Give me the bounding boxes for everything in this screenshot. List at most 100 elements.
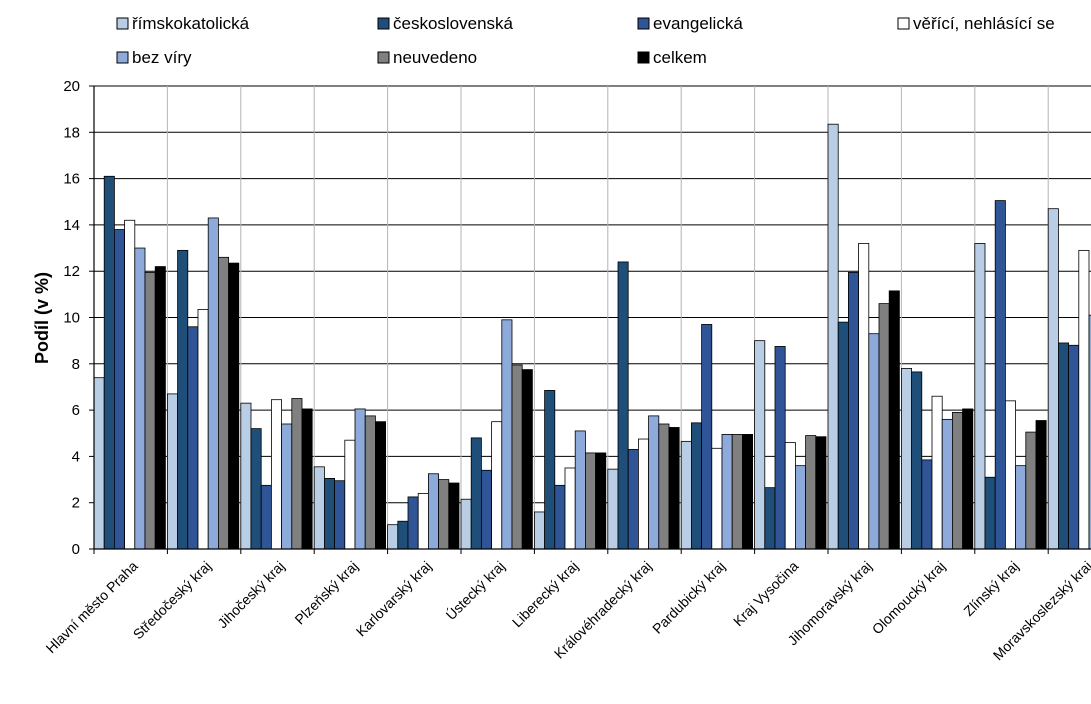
bar bbox=[1078, 249, 1090, 550]
bar bbox=[837, 321, 849, 550]
bar bbox=[1088, 314, 1091, 550]
y-tick-label: 14 bbox=[63, 217, 80, 234]
bar bbox=[774, 346, 786, 550]
legend-label: bez víry bbox=[132, 48, 192, 67]
bar bbox=[228, 262, 240, 550]
bar bbox=[323, 477, 335, 550]
bar bbox=[448, 482, 460, 550]
bar bbox=[534, 511, 546, 550]
y-axis-label: Podíl (v %) bbox=[32, 272, 52, 364]
bar bbox=[962, 408, 974, 550]
bar bbox=[701, 324, 713, 550]
bar bbox=[1035, 420, 1047, 550]
bar bbox=[764, 487, 776, 550]
bar bbox=[544, 390, 556, 550]
bar bbox=[754, 340, 766, 550]
bar bbox=[721, 434, 733, 550]
legend-swatch bbox=[637, 51, 650, 64]
y-tick-label: 10 bbox=[63, 310, 80, 327]
bar bbox=[742, 434, 754, 550]
legend-swatch bbox=[897, 17, 910, 30]
bar bbox=[387, 524, 399, 550]
bar bbox=[1047, 208, 1059, 550]
bar bbox=[827, 123, 839, 550]
bar bbox=[374, 421, 386, 550]
bar bbox=[334, 480, 346, 550]
bar bbox=[260, 484, 272, 550]
bar bbox=[114, 229, 126, 550]
axes bbox=[89, 85, 1091, 554]
x-category-label: Karlovarský kraj bbox=[353, 558, 435, 640]
legend-swatch bbox=[637, 17, 650, 30]
bar bbox=[878, 303, 890, 550]
bar bbox=[627, 449, 639, 550]
bar bbox=[994, 200, 1006, 550]
bar bbox=[901, 368, 913, 550]
bar bbox=[364, 415, 376, 550]
bar bbox=[984, 476, 996, 550]
bar bbox=[281, 423, 293, 550]
bar bbox=[554, 484, 566, 550]
bar bbox=[480, 469, 492, 550]
legend-label: československá bbox=[393, 14, 514, 33]
bar bbox=[911, 371, 923, 550]
bar bbox=[585, 452, 597, 550]
y-tick-label: 2 bbox=[72, 495, 80, 512]
bar bbox=[564, 467, 576, 550]
y-tick-label: 12 bbox=[63, 263, 80, 280]
bar bbox=[941, 418, 953, 550]
bar bbox=[658, 423, 670, 550]
legend-swatch bbox=[377, 17, 390, 30]
legend-swatch bbox=[377, 51, 390, 64]
bar bbox=[595, 452, 607, 550]
legend-swatch bbox=[116, 51, 129, 64]
bar bbox=[784, 442, 796, 550]
bar bbox=[868, 333, 880, 550]
bar bbox=[921, 459, 933, 550]
bar bbox=[511, 364, 523, 550]
bar bbox=[648, 415, 660, 550]
y-tick-label: 8 bbox=[72, 356, 80, 373]
bar bbox=[417, 493, 429, 550]
bar bbox=[177, 249, 189, 550]
y-tick-label: 0 bbox=[72, 541, 80, 558]
x-category-label: Kraj Vysočina bbox=[730, 558, 802, 630]
bar bbox=[805, 435, 817, 550]
x-category-label: Středočeský kraj bbox=[130, 558, 214, 642]
bar bbox=[795, 465, 807, 550]
bar bbox=[134, 247, 146, 550]
legend-swatch bbox=[116, 17, 129, 30]
bar bbox=[187, 326, 199, 550]
bar bbox=[858, 243, 870, 550]
bar bbox=[952, 412, 964, 550]
bar bbox=[617, 261, 629, 550]
bar bbox=[438, 479, 450, 550]
x-category-label: Ústecký kraj bbox=[443, 558, 508, 623]
bar bbox=[397, 520, 409, 550]
bar bbox=[460, 498, 472, 550]
bar bbox=[607, 468, 619, 550]
bar bbox=[250, 428, 262, 550]
x-category-label: Olomoucký kraj bbox=[869, 558, 949, 638]
bar bbox=[291, 398, 303, 550]
legend: římskokatolická československá evangelická… bbox=[116, 14, 1055, 67]
bar bbox=[1015, 465, 1027, 550]
legend-label: evangelická bbox=[653, 14, 743, 33]
bar bbox=[711, 447, 723, 550]
bar bbox=[344, 439, 356, 550]
bar bbox=[574, 430, 586, 550]
bar bbox=[888, 290, 900, 550]
bar bbox=[501, 319, 513, 550]
bar bbox=[354, 408, 366, 550]
bar bbox=[491, 421, 503, 550]
x-category-label: Zlínský kraj bbox=[960, 558, 1021, 619]
y-tick-label: 16 bbox=[63, 171, 80, 188]
bar bbox=[680, 440, 692, 550]
bar bbox=[103, 175, 115, 550]
bar bbox=[270, 399, 282, 550]
bar bbox=[1025, 431, 1037, 550]
x-category-label: Hlavní město Praha bbox=[43, 558, 141, 656]
x-category-label: Pardubický kraj bbox=[649, 558, 728, 637]
bar bbox=[144, 271, 156, 550]
